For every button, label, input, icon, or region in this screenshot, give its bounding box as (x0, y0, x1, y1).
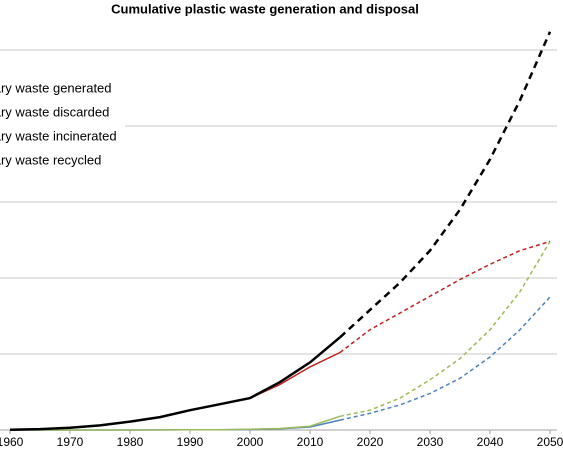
projection-line (339, 31, 552, 339)
x-tick-label: 2040 (477, 435, 504, 449)
x-tick-label: 1990 (177, 435, 204, 449)
legend-box (0, 68, 125, 178)
chart-title: Cumulative plastic waste generation and … (111, 1, 419, 16)
x-tick-label: 1980 (117, 435, 144, 449)
projection-line (339, 241, 551, 418)
series-line (10, 415, 341, 431)
x-tick-label: 2010 (297, 435, 324, 449)
x-tick-label: 2050 (537, 435, 563, 449)
x-tick-label: 2020 (357, 435, 384, 449)
x-tick-label: 1970 (57, 435, 84, 449)
projection-line (339, 240, 551, 354)
legend-label: Primary waste incinerated (0, 128, 117, 143)
projection-line (339, 296, 551, 421)
legend-label: Primary waste recycled (0, 152, 101, 167)
series-line (9, 336, 341, 431)
x-tick-label: 2030 (417, 435, 444, 449)
legend-label: Primary waste discarded (0, 104, 109, 119)
legend-label: Primary waste generated (0, 80, 112, 95)
x-tick-label: 1960 (0, 435, 24, 449)
x-tick-label: 2000 (237, 435, 264, 449)
series-line (9, 351, 341, 431)
